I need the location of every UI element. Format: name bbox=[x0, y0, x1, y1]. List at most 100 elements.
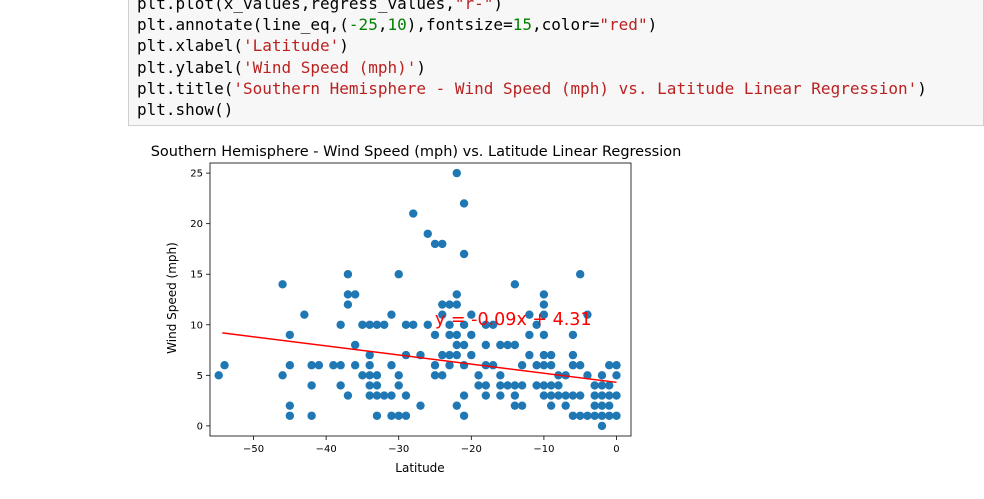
data-point bbox=[583, 310, 592, 319]
data-point bbox=[612, 391, 621, 400]
data-point bbox=[605, 361, 614, 370]
data-point bbox=[539, 310, 549, 319]
data-point bbox=[459, 249, 469, 259]
x-tick-label: 0 bbox=[613, 444, 619, 455]
data-point bbox=[575, 391, 585, 400]
data-point bbox=[568, 350, 578, 360]
code-token: ) bbox=[493, 0, 504, 13]
data-point bbox=[561, 401, 570, 410]
y-tick-label: 0 bbox=[197, 421, 203, 432]
data-point bbox=[336, 381, 345, 390]
y-tick-label: 15 bbox=[190, 270, 203, 281]
data-point bbox=[307, 381, 316, 390]
data-point bbox=[590, 411, 599, 420]
data-point bbox=[597, 391, 607, 400]
data-point bbox=[539, 381, 549, 390]
code-line: plt.ylabel('Wind Speed (mph)') bbox=[137, 58, 426, 77]
data-point bbox=[278, 280, 287, 289]
data-point bbox=[459, 391, 469, 400]
data-point bbox=[583, 371, 592, 380]
data-point bbox=[561, 391, 570, 400]
data-point bbox=[517, 381, 527, 390]
chart-title: Southern Hemisphere - Wind Speed (mph) v… bbox=[151, 144, 682, 160]
data-point bbox=[612, 361, 621, 370]
x-tick-label: −40 bbox=[316, 444, 337, 455]
data-point bbox=[372, 391, 382, 400]
data-point bbox=[430, 330, 440, 340]
data-point bbox=[481, 391, 491, 400]
x-tick-label: −20 bbox=[461, 444, 482, 455]
code-line: plt.plot(x_values,regress_values,"r-") bbox=[137, 0, 503, 13]
data-point bbox=[285, 411, 295, 420]
data-point bbox=[546, 350, 556, 360]
data-point bbox=[510, 280, 520, 289]
data-point bbox=[597, 411, 607, 420]
data-point bbox=[343, 270, 353, 279]
data-point bbox=[285, 401, 295, 410]
data-point bbox=[452, 330, 461, 340]
data-point bbox=[278, 371, 287, 380]
x-tick-label: −30 bbox=[388, 444, 409, 455]
data-point bbox=[539, 391, 549, 400]
data-point bbox=[546, 401, 556, 410]
data-point bbox=[365, 391, 374, 400]
data-point bbox=[597, 371, 607, 380]
data-point bbox=[423, 320, 432, 329]
code-editor[interactable]: plt.plot(x_values,regress_values,"r-") p… bbox=[137, 0, 927, 120]
data-point bbox=[546, 381, 556, 390]
code-cell-input[interactable]: plt.plot(x_values,regress_values,"r-") p… bbox=[128, 0, 984, 126]
data-point bbox=[474, 371, 483, 380]
data-point bbox=[481, 381, 491, 390]
code-token: ) bbox=[416, 57, 426, 77]
code-token: plt.plot(x_values,regress_values, bbox=[137, 0, 455, 13]
data-point bbox=[539, 361, 549, 370]
data-point bbox=[401, 320, 411, 329]
code-token: 'Southern Hemisphere - Wind Speed (mph) … bbox=[233, 78, 918, 98]
data-point bbox=[394, 381, 403, 390]
data-point bbox=[445, 361, 454, 370]
data-point bbox=[532, 320, 541, 329]
code-token: 10 bbox=[387, 15, 407, 35]
x-tick-label: −10 bbox=[533, 444, 554, 455]
scatter-chart: Southern Hemisphere - Wind Speed (mph) v… bbox=[151, 144, 682, 475]
data-point bbox=[350, 361, 360, 370]
code-token: "r-" bbox=[454, 0, 494, 13]
data-point bbox=[496, 371, 505, 380]
code-line: plt.title('Southern Hemisphere - Wind Sp… bbox=[137, 79, 927, 98]
data-point bbox=[481, 340, 491, 350]
data-point bbox=[590, 391, 599, 400]
data-point bbox=[605, 381, 614, 390]
data-point bbox=[343, 290, 353, 299]
data-point bbox=[539, 290, 549, 299]
code-token: , bbox=[377, 15, 388, 35]
data-point bbox=[481, 320, 491, 329]
data-point bbox=[307, 411, 316, 420]
data-point bbox=[358, 371, 367, 380]
code-token: ) bbox=[339, 36, 349, 56]
data-point bbox=[605, 401, 614, 410]
data-point bbox=[612, 411, 621, 420]
data-point bbox=[380, 391, 389, 400]
data-point bbox=[350, 340, 360, 350]
axis-ticks: −50 −40 −30 −20 −10 0 0 5 10 15 20 25 bbox=[190, 169, 619, 455]
data-point bbox=[445, 330, 454, 340]
x-axis-label: Latitude bbox=[395, 461, 444, 475]
data-point bbox=[329, 361, 338, 370]
data-point bbox=[387, 361, 396, 370]
data-point bbox=[336, 320, 345, 329]
data-point bbox=[401, 391, 411, 400]
data-point bbox=[300, 310, 309, 319]
data-point bbox=[459, 340, 469, 350]
data-point bbox=[510, 381, 520, 390]
data-point bbox=[568, 361, 578, 370]
data-point bbox=[532, 361, 541, 370]
data-point bbox=[590, 381, 599, 390]
data-point bbox=[452, 401, 461, 410]
data-point bbox=[365, 371, 374, 380]
data-point bbox=[452, 168, 461, 178]
data-point bbox=[583, 411, 592, 420]
data-point bbox=[605, 411, 614, 420]
data-point bbox=[525, 330, 534, 340]
data-point bbox=[539, 330, 549, 340]
data-point bbox=[387, 310, 396, 319]
